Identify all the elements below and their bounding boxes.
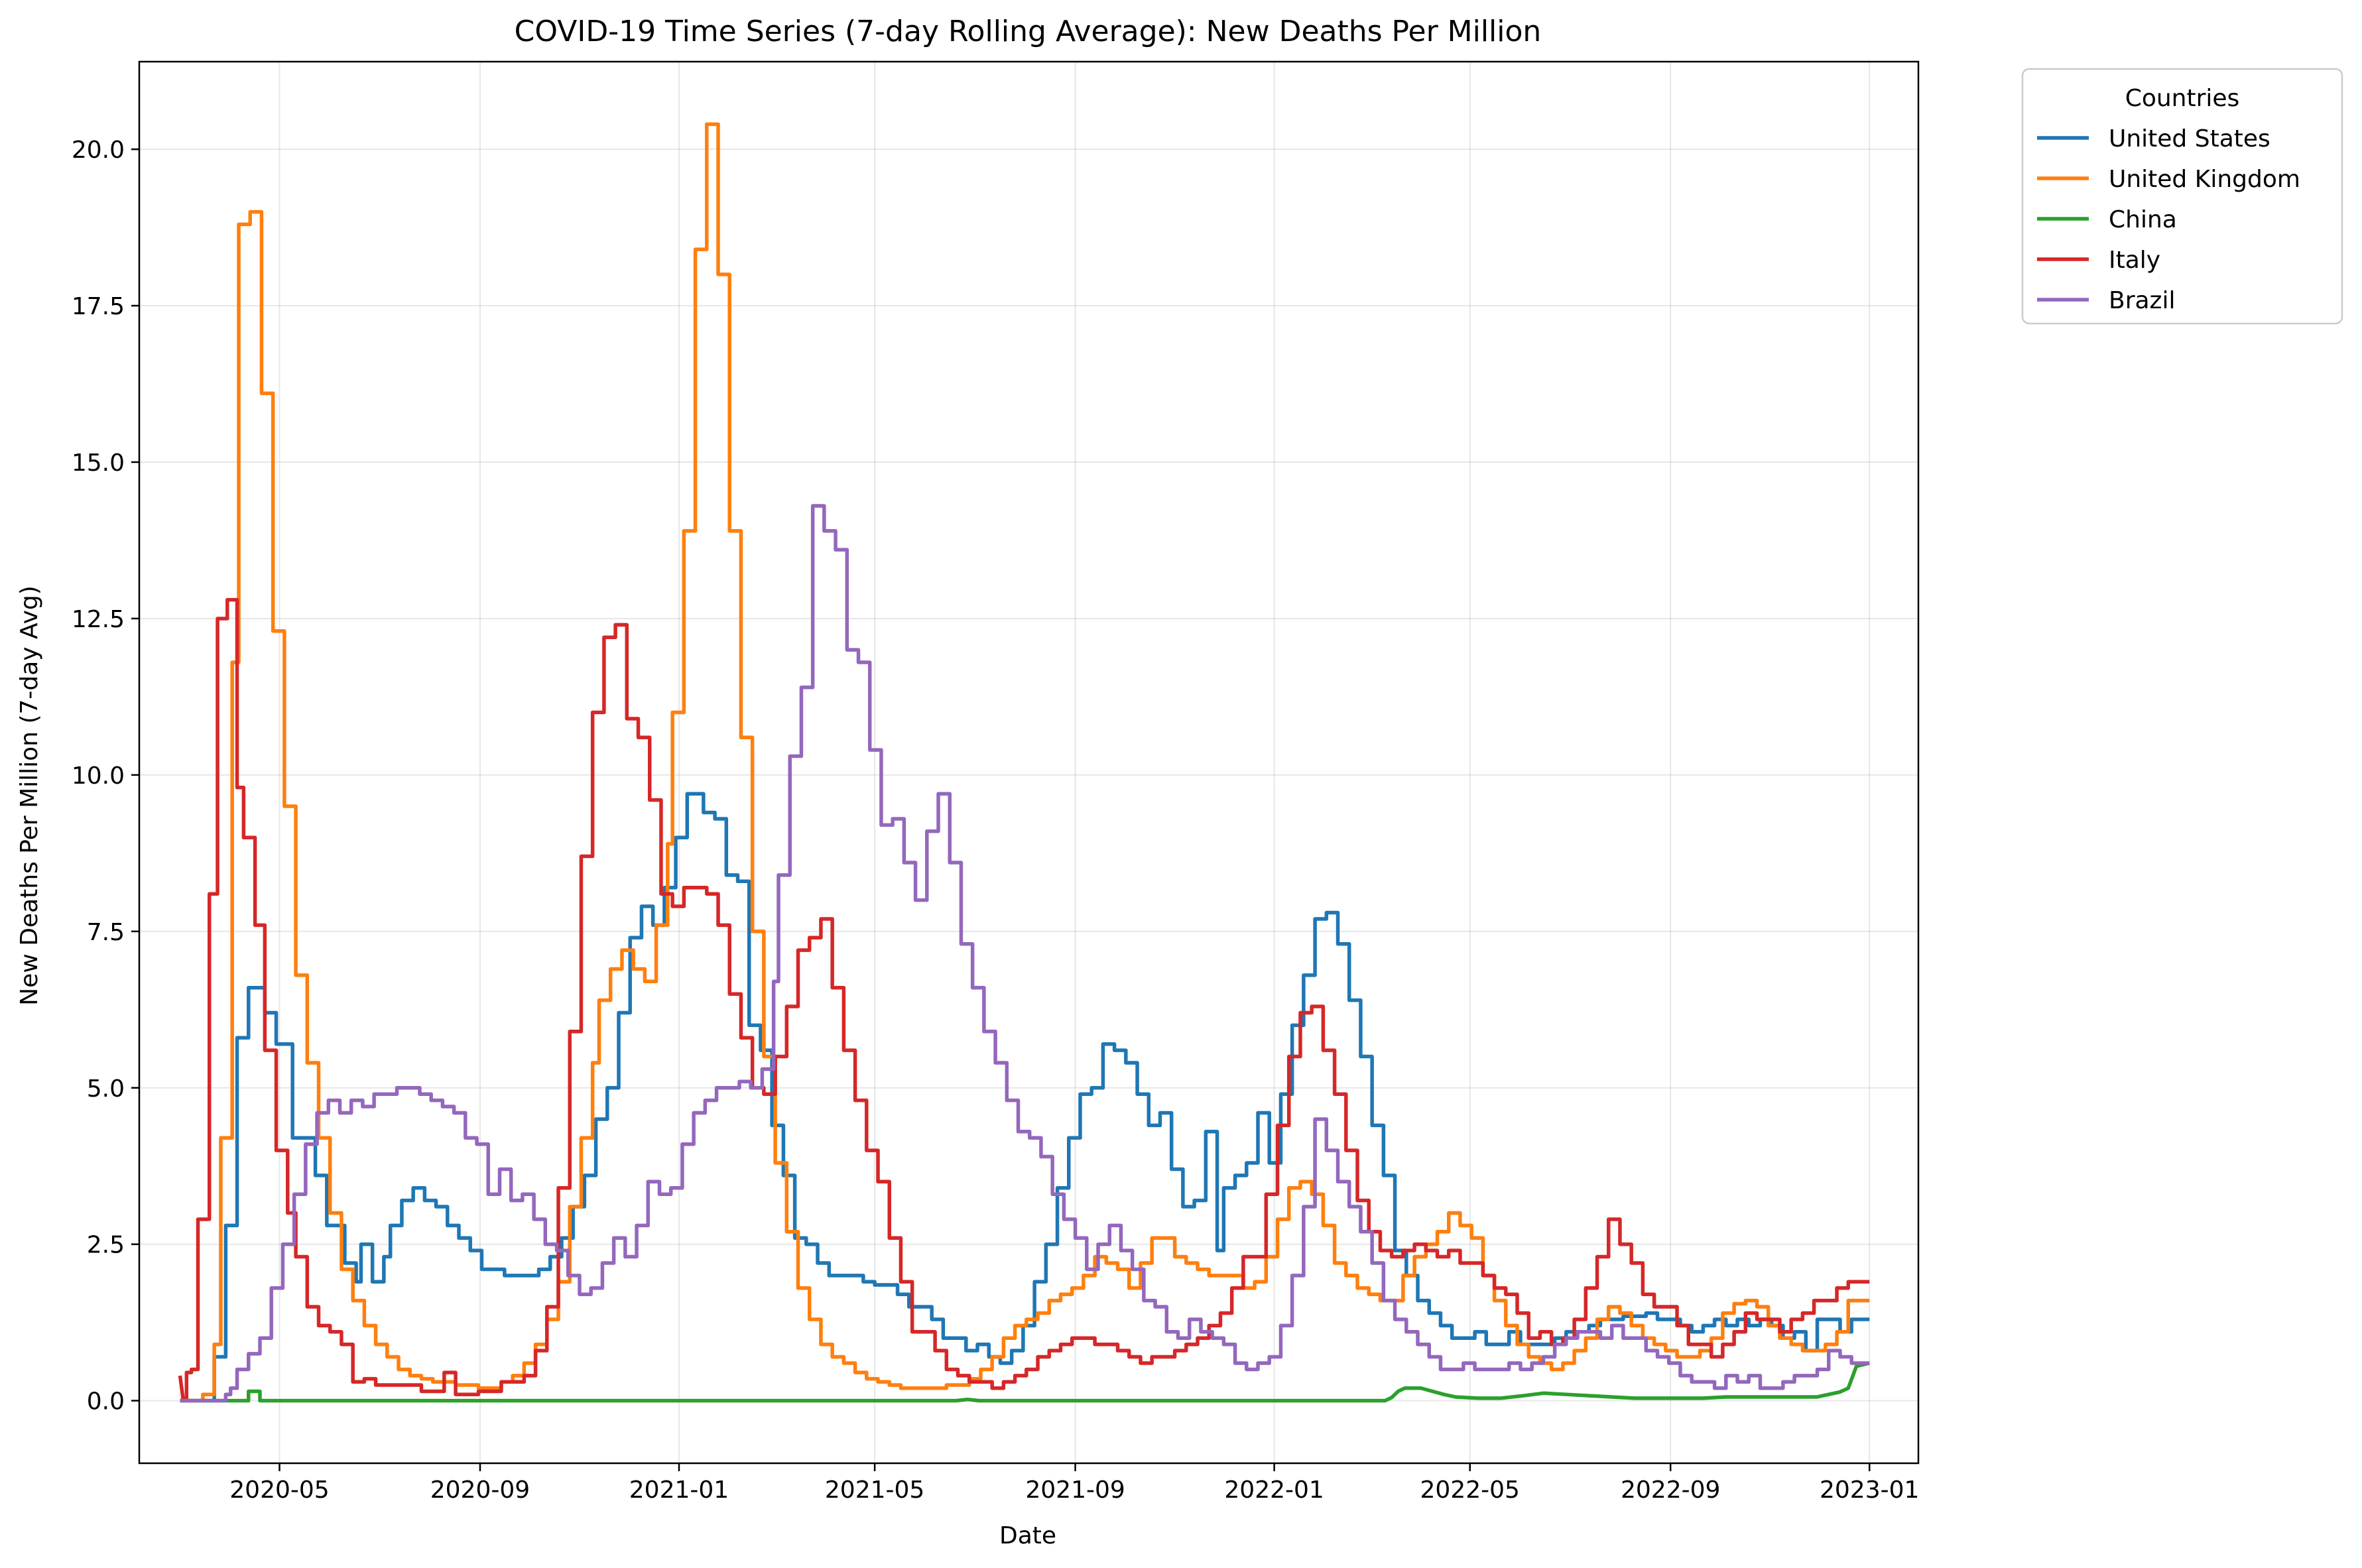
y-tick-label: 5.0 [87, 1075, 125, 1103]
series-line-china [180, 1361, 1870, 1403]
y-tick-label: 2.5 [87, 1232, 125, 1259]
x-tick-label: 2023-01 [1820, 1477, 1919, 1504]
grid-lines [139, 62, 1918, 1463]
legend-frame [2021, 68, 2343, 325]
y-axis-label: New Deaths Per Million (7-day Avg) [16, 585, 43, 1006]
legend-label-brazil: Brazil [2109, 287, 2175, 314]
series-line-brazil [180, 504, 1870, 1403]
legend-label-china: China [2109, 206, 2177, 233]
legend-title: Countries [2125, 85, 2240, 112]
x-tick-label: 2021-09 [1025, 1477, 1125, 1504]
y-tick-label: 7.5 [87, 919, 125, 946]
x-tick-label: 2021-01 [629, 1477, 729, 1504]
y-tick-label: 15.0 [72, 450, 125, 477]
chart-title: COVID-19 Time Series (7-day Rolling Aver… [515, 15, 1542, 48]
x-tick-label: 2020-05 [229, 1477, 329, 1504]
y-tick-label: 10.0 [72, 762, 125, 790]
x-axis-label: Date [999, 1522, 1056, 1549]
legend-label-italy: Italy [2109, 247, 2160, 274]
axes-frame [138, 60, 1920, 1465]
y-tick-label: 17.5 [72, 293, 125, 320]
x-tick-label: 2021-05 [825, 1477, 924, 1504]
legend-label-united-states: United States [2109, 125, 2270, 152]
y-tick-label: 0.0 [87, 1388, 125, 1416]
y-tick-label: 12.5 [72, 606, 125, 633]
legend: Countries United States United Kingdom Chi… [2021, 68, 2343, 325]
x-tick-label: 2022-01 [1224, 1477, 1324, 1504]
x-tick-label: 2022-05 [1420, 1477, 1520, 1504]
y-tick-label: 20.0 [72, 137, 125, 164]
series-line-italy [178, 597, 1870, 1403]
legend-items: United States United Kingdom China Italy Bra… [2037, 125, 2300, 314]
plot-area: 2020-05 2020-09 2021-01 2021-05 2021-09 2022-… [72, 60, 1920, 1504]
series-line-united-kingdom [180, 122, 1870, 1403]
series-group [178, 122, 1870, 1403]
x-tick-label: 2020-09 [430, 1477, 530, 1504]
legend-label-united-kingdom: United Kingdom [2109, 166, 2300, 193]
x-tick-label: 2022-09 [1621, 1477, 1720, 1504]
